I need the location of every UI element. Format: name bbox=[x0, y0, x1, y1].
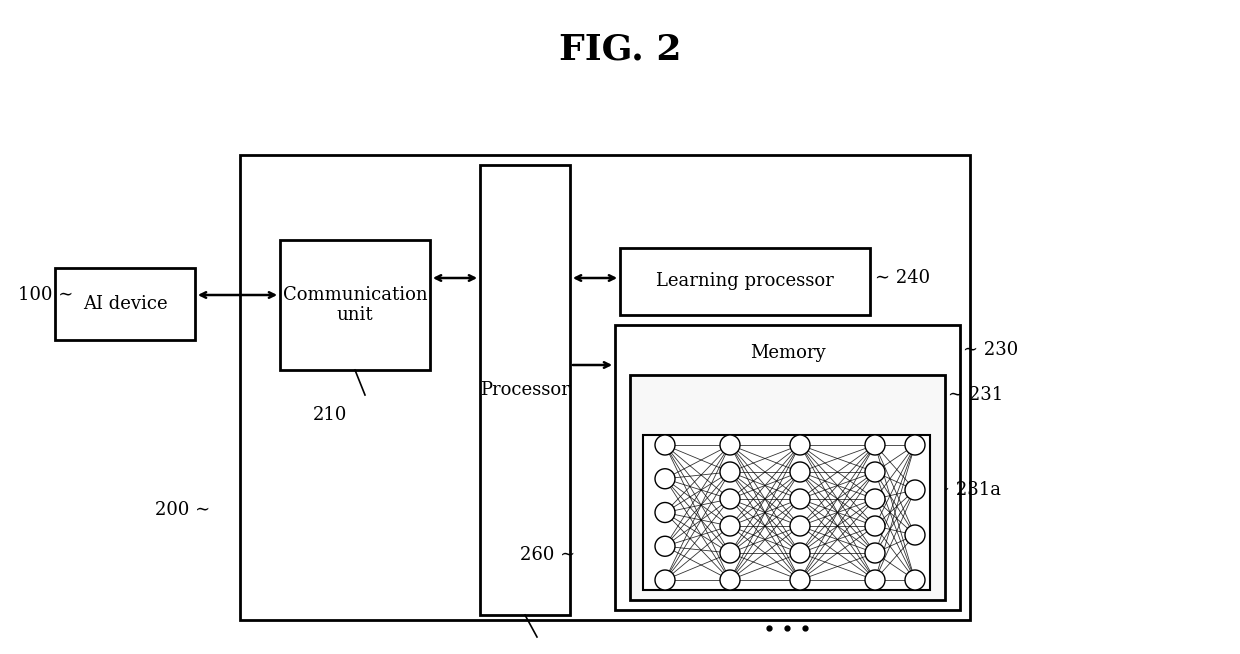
Circle shape bbox=[866, 462, 885, 482]
Circle shape bbox=[720, 462, 740, 482]
Text: Model storage: Model storage bbox=[727, 392, 848, 409]
Text: 100 ∼: 100 ∼ bbox=[19, 286, 73, 304]
Circle shape bbox=[655, 435, 675, 455]
Bar bbox=[480, 165, 570, 615]
Circle shape bbox=[790, 516, 810, 536]
Circle shape bbox=[655, 502, 675, 523]
Circle shape bbox=[655, 570, 675, 590]
Circle shape bbox=[790, 489, 810, 509]
Circle shape bbox=[905, 525, 925, 545]
Text: ∼ 230: ∼ 230 bbox=[963, 341, 1018, 359]
Circle shape bbox=[720, 570, 740, 590]
Circle shape bbox=[905, 480, 925, 500]
Text: ∼ 231: ∼ 231 bbox=[949, 386, 1003, 404]
Circle shape bbox=[866, 489, 885, 509]
Circle shape bbox=[720, 489, 740, 509]
Text: Memory: Memory bbox=[750, 344, 826, 362]
Text: 210: 210 bbox=[312, 406, 347, 424]
Bar bbox=[280, 240, 430, 370]
Text: ∼ 240: ∼ 240 bbox=[875, 269, 930, 287]
Circle shape bbox=[905, 570, 925, 590]
Bar bbox=[615, 325, 960, 610]
Bar bbox=[644, 435, 930, 590]
Circle shape bbox=[655, 536, 675, 557]
Text: Processor: Processor bbox=[480, 381, 570, 399]
Circle shape bbox=[866, 516, 885, 536]
Text: FIG. 2: FIG. 2 bbox=[559, 33, 681, 67]
Circle shape bbox=[866, 570, 885, 590]
Text: Communication
unit: Communication unit bbox=[283, 286, 428, 324]
Text: AI device: AI device bbox=[83, 295, 167, 313]
Circle shape bbox=[866, 435, 885, 455]
Bar bbox=[630, 375, 945, 600]
Circle shape bbox=[720, 516, 740, 536]
Circle shape bbox=[790, 570, 810, 590]
Text: Learning processor: Learning processor bbox=[656, 273, 833, 290]
Circle shape bbox=[905, 435, 925, 455]
Circle shape bbox=[720, 543, 740, 563]
Circle shape bbox=[655, 469, 675, 489]
Circle shape bbox=[790, 543, 810, 563]
Circle shape bbox=[866, 543, 885, 563]
Text: ∼ 231a: ∼ 231a bbox=[935, 481, 1001, 499]
Bar bbox=[620, 248, 870, 315]
Bar bbox=[55, 268, 195, 340]
Bar bbox=[241, 155, 970, 620]
Text: 260 ∼: 260 ∼ bbox=[520, 546, 575, 564]
Circle shape bbox=[790, 435, 810, 455]
Text: 200 ∼: 200 ∼ bbox=[155, 501, 211, 519]
Circle shape bbox=[790, 462, 810, 482]
Circle shape bbox=[720, 435, 740, 455]
